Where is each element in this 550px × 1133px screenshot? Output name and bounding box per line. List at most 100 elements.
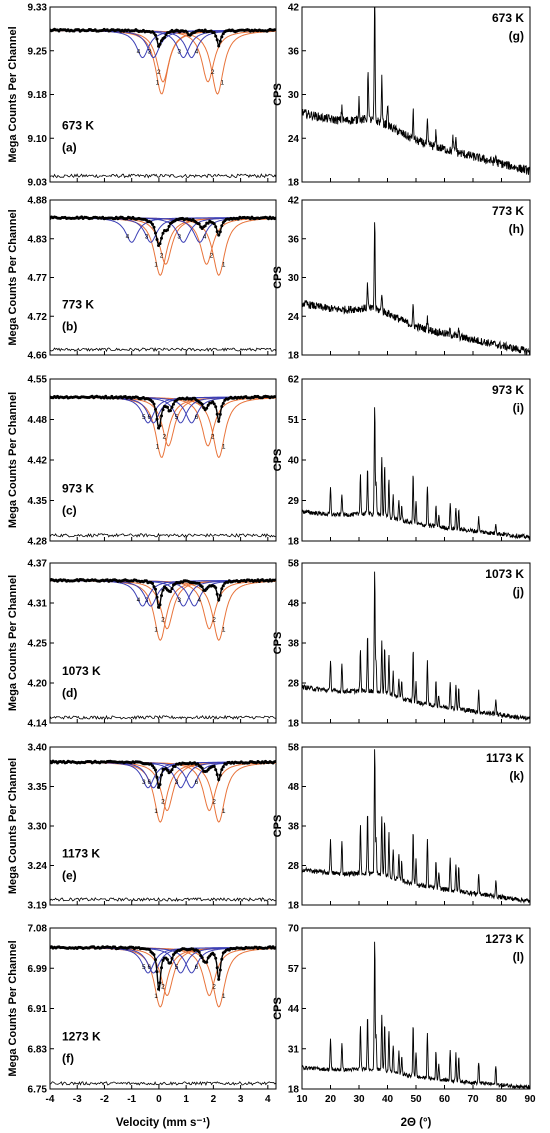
xrd-pattern-line	[302, 407, 530, 540]
fit-line	[50, 761, 276, 789]
temperature-label: 1173 K	[62, 847, 100, 861]
panel-label: (k)	[509, 769, 524, 783]
y-tick-label: 4.42	[28, 456, 48, 467]
temperature-label: 1073 K	[485, 567, 524, 581]
x-tick-label: 1	[183, 1094, 189, 1105]
xrd-pattern-line	[302, 222, 530, 355]
panel-label: (e)	[62, 869, 77, 883]
component-number: 3	[175, 779, 179, 786]
y-axis-title-counts: Mega Counts Per Channel	[7, 392, 19, 528]
component-number: 6	[147, 964, 151, 971]
y-tick-label: 3.24	[28, 861, 48, 872]
temperature-label: 773 K	[492, 204, 524, 218]
component-number: 2	[210, 252, 214, 259]
y-tick-label: 18	[288, 178, 300, 189]
xrd-pattern-line	[302, 571, 530, 721]
component-curve	[50, 580, 276, 607]
y-tick-label: 4.14	[28, 719, 48, 730]
x-tick-label: 90	[524, 1094, 536, 1105]
component-number: 4	[195, 49, 199, 56]
residual-line	[49, 1080, 277, 1086]
y-axis-title-counts: Mega Counts Per Channel	[7, 209, 19, 345]
residual-line	[49, 347, 277, 353]
y-tick-label: 4.37	[28, 559, 48, 570]
component-number: 5	[175, 414, 179, 421]
y-tick-label: 28	[288, 861, 300, 872]
component-number: 6	[195, 414, 199, 421]
residual-line	[49, 897, 277, 902]
component-curve	[50, 580, 276, 607]
component-number: 1	[222, 262, 226, 269]
y-tick-label: 9.18	[28, 90, 48, 101]
y-tick-label: 28	[288, 679, 300, 690]
y-tick-label: 6.99	[28, 964, 48, 975]
y-tick-label: 3.35	[28, 782, 48, 793]
panel-label: (h)	[509, 222, 524, 236]
component-number: 6	[195, 779, 199, 786]
y-axis-title-cps: CPS	[272, 997, 284, 1020]
y-tick-label: 30	[288, 90, 300, 101]
plot-frame	[301, 378, 531, 542]
component-number: 1	[156, 443, 160, 450]
y-tick-label: 3.40	[28, 743, 48, 754]
component-curve	[50, 217, 276, 276]
x-tick-label: 60	[439, 1094, 451, 1105]
x-tick-label: 30	[353, 1094, 365, 1105]
component-number: 1	[154, 262, 158, 269]
y-tick-label: 30	[288, 273, 300, 284]
y-tick-label: 48	[288, 599, 300, 610]
y-tick-label: 9.33	[28, 3, 48, 14]
x-tick-label: 20	[325, 1094, 337, 1105]
y-axis-title-cps: CPS	[272, 815, 284, 838]
fit-line	[50, 579, 276, 610]
component-number: 4	[137, 49, 141, 56]
component-curve	[50, 217, 276, 243]
y-tick-label: 9.10	[28, 134, 48, 145]
y-tick-label: 9.03	[28, 178, 48, 189]
x-tick-label: 2	[211, 1094, 217, 1105]
y-tick-label: 3.19	[28, 901, 48, 912]
y-tick-label: 4.20	[28, 679, 48, 690]
y-tick-label: 38	[288, 639, 300, 650]
component-number: 4	[126, 234, 130, 241]
panel-label: (b)	[62, 320, 77, 334]
y-tick-label: 3.30	[28, 822, 48, 833]
temperature-label: 773 K	[62, 298, 94, 312]
y-axis-title-cps: CPS	[272, 83, 284, 106]
y-tick-label: 4.55	[28, 375, 48, 386]
x-tick-label: 4	[265, 1094, 271, 1105]
component-number: 1	[154, 626, 158, 633]
y-tick-label: 18	[288, 901, 300, 912]
component-number: 3	[145, 234, 149, 241]
component-number: 2	[160, 252, 164, 259]
x-tick-label: -4	[46, 1094, 55, 1105]
y-tick-label: 4.28	[28, 537, 48, 548]
y-tick-label: 4.31	[28, 599, 48, 610]
y-tick-label: 4.83	[28, 234, 48, 245]
x-tick-label: 50	[410, 1094, 422, 1105]
y-tick-label: 48	[288, 782, 300, 793]
component-number: 3	[177, 49, 181, 56]
x-tick-label: 0	[156, 1094, 162, 1105]
component-curve	[50, 217, 276, 243]
y-tick-label: 62	[288, 375, 300, 386]
panel-label: (d)	[62, 686, 77, 700]
component-number: 3	[177, 234, 181, 241]
panel-label: (a)	[62, 141, 77, 155]
panel-label: (i)	[513, 401, 524, 415]
y-tick-label: 4.88	[28, 196, 48, 207]
component-curve	[50, 217, 276, 243]
x-tick-label: 3	[238, 1094, 244, 1105]
xrd-pattern-line	[302, 941, 530, 1089]
component-number: 5	[142, 964, 146, 971]
component-number: 2	[161, 617, 165, 624]
component-number: 1	[222, 443, 226, 450]
component-number: 2	[161, 983, 165, 990]
component-number: 3	[147, 49, 151, 56]
component-number: 6	[195, 964, 199, 971]
